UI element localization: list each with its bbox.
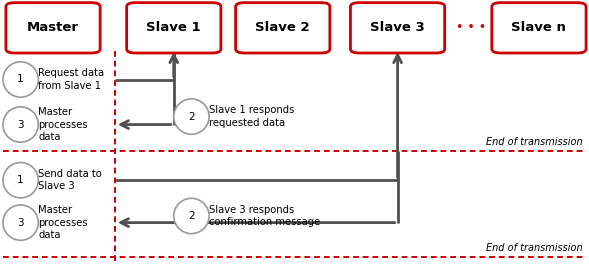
Text: • • •: • • • — [456, 21, 487, 34]
Text: Slave n: Slave n — [511, 21, 567, 34]
Text: Slave 3: Slave 3 — [370, 21, 425, 34]
Text: Slave 2: Slave 2 — [256, 21, 310, 34]
Text: 3: 3 — [17, 120, 24, 130]
Text: Send data to
Slave 3: Send data to Slave 3 — [38, 169, 102, 191]
Text: 2: 2 — [188, 211, 195, 221]
FancyBboxPatch shape — [492, 3, 586, 53]
Ellipse shape — [174, 99, 209, 134]
Text: Slave 1: Slave 1 — [147, 21, 201, 34]
Text: 2: 2 — [188, 112, 195, 122]
Text: End of transmission: End of transmission — [487, 243, 583, 253]
Ellipse shape — [3, 107, 38, 142]
Text: 3: 3 — [17, 218, 24, 228]
FancyBboxPatch shape — [127, 3, 221, 53]
Text: Request data
from Slave 1: Request data from Slave 1 — [38, 68, 104, 91]
FancyBboxPatch shape — [236, 3, 330, 53]
Ellipse shape — [3, 62, 38, 97]
Text: 1: 1 — [17, 175, 24, 185]
Text: Master
processes
data: Master processes data — [38, 205, 88, 240]
Text: End of transmission: End of transmission — [487, 137, 583, 147]
Text: Slave 1 responds
requested data: Slave 1 responds requested data — [209, 105, 294, 128]
FancyBboxPatch shape — [350, 3, 445, 53]
Text: Master: Master — [27, 21, 79, 34]
Ellipse shape — [174, 198, 209, 234]
Text: Slave 3 responds
confirmation message: Slave 3 responds confirmation message — [209, 205, 320, 227]
Text: 1: 1 — [17, 74, 24, 85]
Text: Master
processes
data: Master processes data — [38, 107, 88, 142]
FancyBboxPatch shape — [6, 3, 100, 53]
Ellipse shape — [3, 162, 38, 198]
Ellipse shape — [3, 205, 38, 240]
